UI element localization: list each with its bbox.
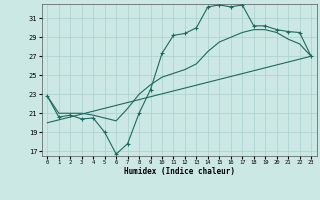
X-axis label: Humidex (Indice chaleur): Humidex (Indice chaleur) [124, 167, 235, 176]
